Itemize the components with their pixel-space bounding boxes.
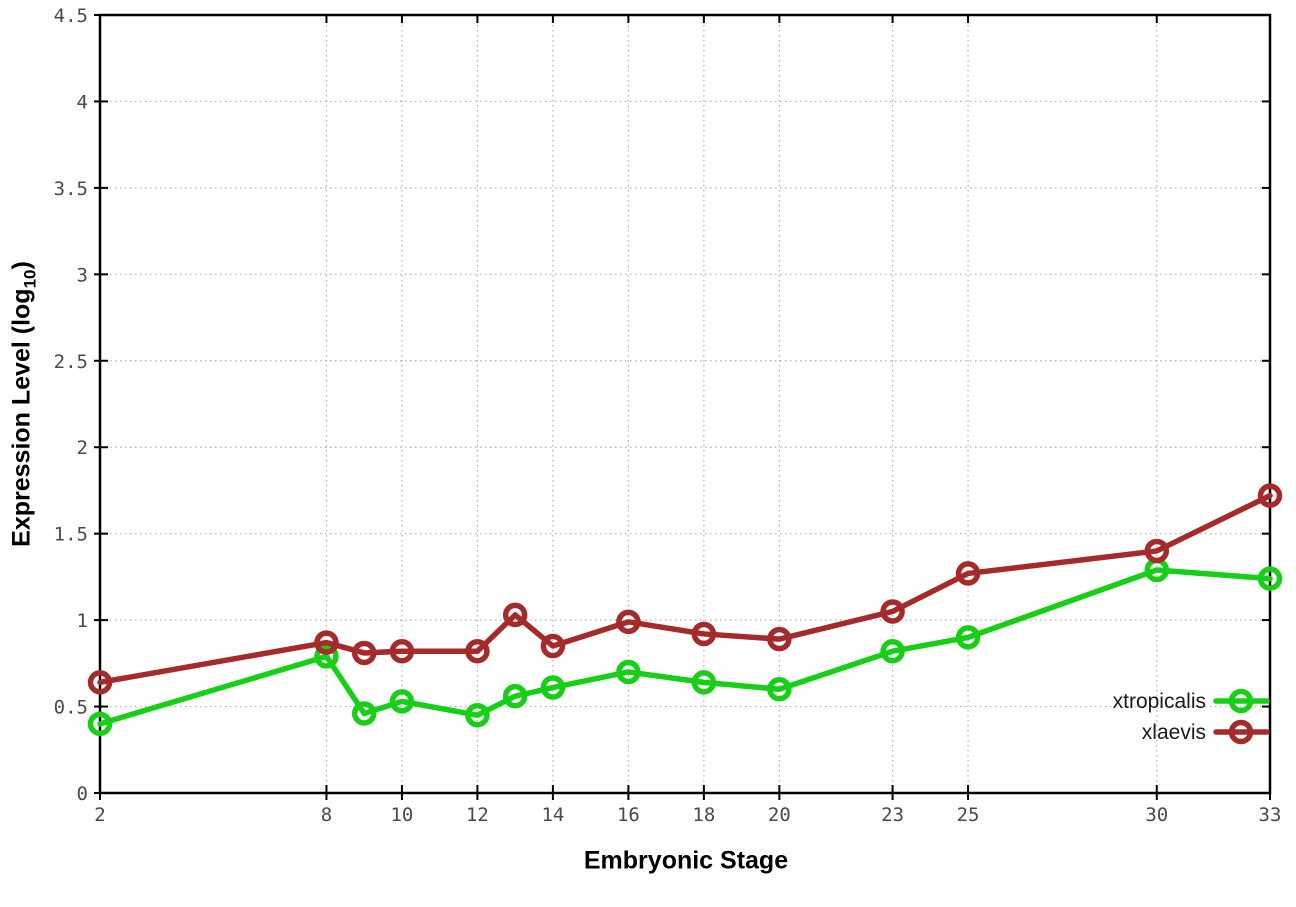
y-tick-label: 1.5 [54, 524, 88, 546]
y-tick-label: 3 [77, 264, 88, 286]
y-axis-title-subscript: 10 [20, 269, 40, 289]
series-xtropicalis-point [616, 659, 641, 685]
series-xtropicalis-point [540, 675, 566, 700]
series-xlaevis-point [1144, 538, 1170, 564]
x-axis-title: Embryonic Stage [583, 846, 789, 875]
y-tick-label: 4 [77, 91, 88, 113]
y-tick-label: 0.5 [54, 697, 88, 719]
x-tick-label: 2 [94, 804, 105, 826]
x-tick-label: 20 [768, 804, 791, 826]
series-xtropicalis-point [880, 638, 905, 664]
series-xlaevis-point [389, 638, 415, 664]
series-xtropicalis-point [351, 701, 377, 726]
series-xlaevis-point [767, 626, 792, 652]
series-xtropicalis-point [502, 683, 528, 709]
y-tick-label: 1 [77, 610, 88, 632]
series-xlaevis-point [1257, 483, 1283, 508]
y-tick-label: 2 [77, 437, 88, 459]
series-xlaevis-point [880, 599, 905, 624]
y-axis-title-close: ) [7, 261, 36, 270]
x-tick-label: 14 [541, 804, 564, 826]
x-tick-label: 16 [617, 804, 640, 826]
series-xtropicalis-point [1257, 566, 1283, 591]
x-tick-label: 30 [1145, 804, 1168, 826]
y-tick-label: 4.5 [54, 5, 88, 27]
y-axis-title-text: Expression Level (log [7, 288, 36, 547]
series-xtropicalis-point [87, 711, 113, 737]
x-tick-label: 10 [390, 804, 413, 826]
series-xlaevis-point [955, 561, 981, 586]
series-xlaevis-point [351, 640, 377, 666]
plot-border [98, 13, 1272, 795]
x-tick-label: 33 [1259, 804, 1282, 826]
y-axis-title: Expression Level (log10) [8, 261, 41, 547]
series-xtropicalis-line [97, 567, 1273, 727]
series-xlaevis-line [97, 492, 1273, 686]
series-xlaevis-point [616, 609, 641, 635]
series-xlaevis-point [87, 670, 113, 695]
series-xlaevis-point [691, 621, 717, 647]
x-tick-label: 18 [692, 804, 715, 826]
legend-label-xlaevis: xlaevis [1142, 721, 1206, 744]
series-xtropicalis-point [955, 625, 981, 650]
series-xlaevis-point [465, 638, 490, 664]
series-xtropicalis-point [767, 677, 792, 702]
series-xlaevis-point [314, 630, 339, 655]
y-tick-label: 0 [77, 783, 88, 805]
legend-sample-xtropicalis-marker [1228, 688, 1254, 714]
series-xlaevis-point [502, 602, 528, 628]
x-tick-label: 8 [321, 804, 332, 826]
series-xtropicalis-point [314, 644, 339, 669]
y-tick-label: 3.5 [54, 178, 88, 200]
series-xtropicalis-point [389, 689, 415, 714]
series-xtropicalis-point [691, 670, 717, 695]
x-tick-label: 23 [881, 804, 904, 826]
x-tick-label: 25 [957, 804, 980, 826]
series-xlaevis-point [540, 633, 566, 659]
x-tick-label: 12 [466, 804, 489, 826]
series-xtropicalis-point [465, 702, 490, 728]
y-tick-label: 2.5 [54, 351, 88, 373]
legend-label-xtropicalis: xtropicalis [1113, 690, 1206, 713]
legend-sample-xlaevis-marker [1228, 719, 1254, 745]
